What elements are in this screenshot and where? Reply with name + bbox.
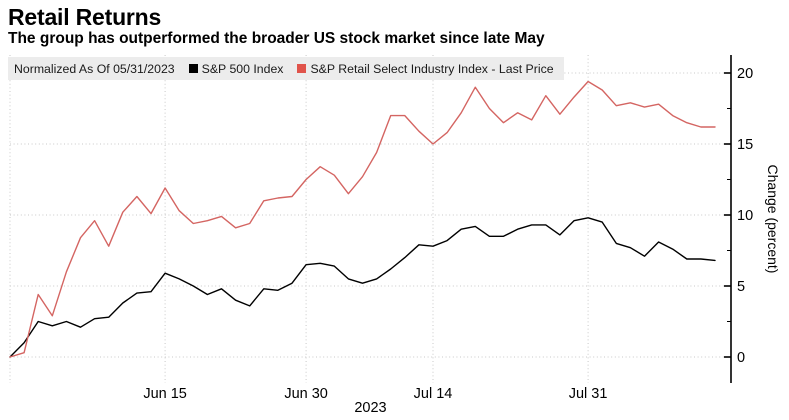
retail-index-line — [9, 80, 716, 358]
y-tick-label: 5 — [737, 279, 745, 295]
x-tick-label: Jun 30 — [284, 386, 328, 402]
legend-item-sp500: S&P 500 Index — [188, 61, 284, 76]
x-tick-label: Jul 31 — [569, 386, 608, 402]
y-tick-label: 20 — [737, 66, 753, 82]
y-axis-title: Change (percent) — [765, 165, 781, 274]
x-tick-label: Jul 14 — [414, 386, 453, 402]
sp500-line — [9, 217, 716, 358]
chart-title: Retail Returns — [8, 4, 162, 30]
sp500-swatch-icon — [188, 64, 198, 73]
x-tick-label: Jun 15 — [143, 386, 187, 402]
legend: Normalized As Of 05/31/2023 S&P 500 Inde… — [8, 57, 564, 80]
y-tick-label: 0 — [737, 350, 745, 366]
retail-swatch-icon — [297, 64, 307, 73]
legend-note: Normalized As Of 05/31/2023 — [14, 61, 175, 76]
legend-item-retail: S&P Retail Select Industry Index - Last … — [297, 61, 554, 76]
legend-item-sp500-label: S&P 500 Index — [201, 61, 284, 76]
chart-subtitle: The group has outperformed the broader U… — [8, 30, 545, 47]
y-tick-label: 15 — [737, 137, 753, 153]
legend-item-retail-label: S&P Retail Select Industry Index - Last … — [310, 61, 554, 76]
x-axis-year-label: 2023 — [354, 400, 386, 416]
y-tick-label: 10 — [737, 208, 753, 224]
